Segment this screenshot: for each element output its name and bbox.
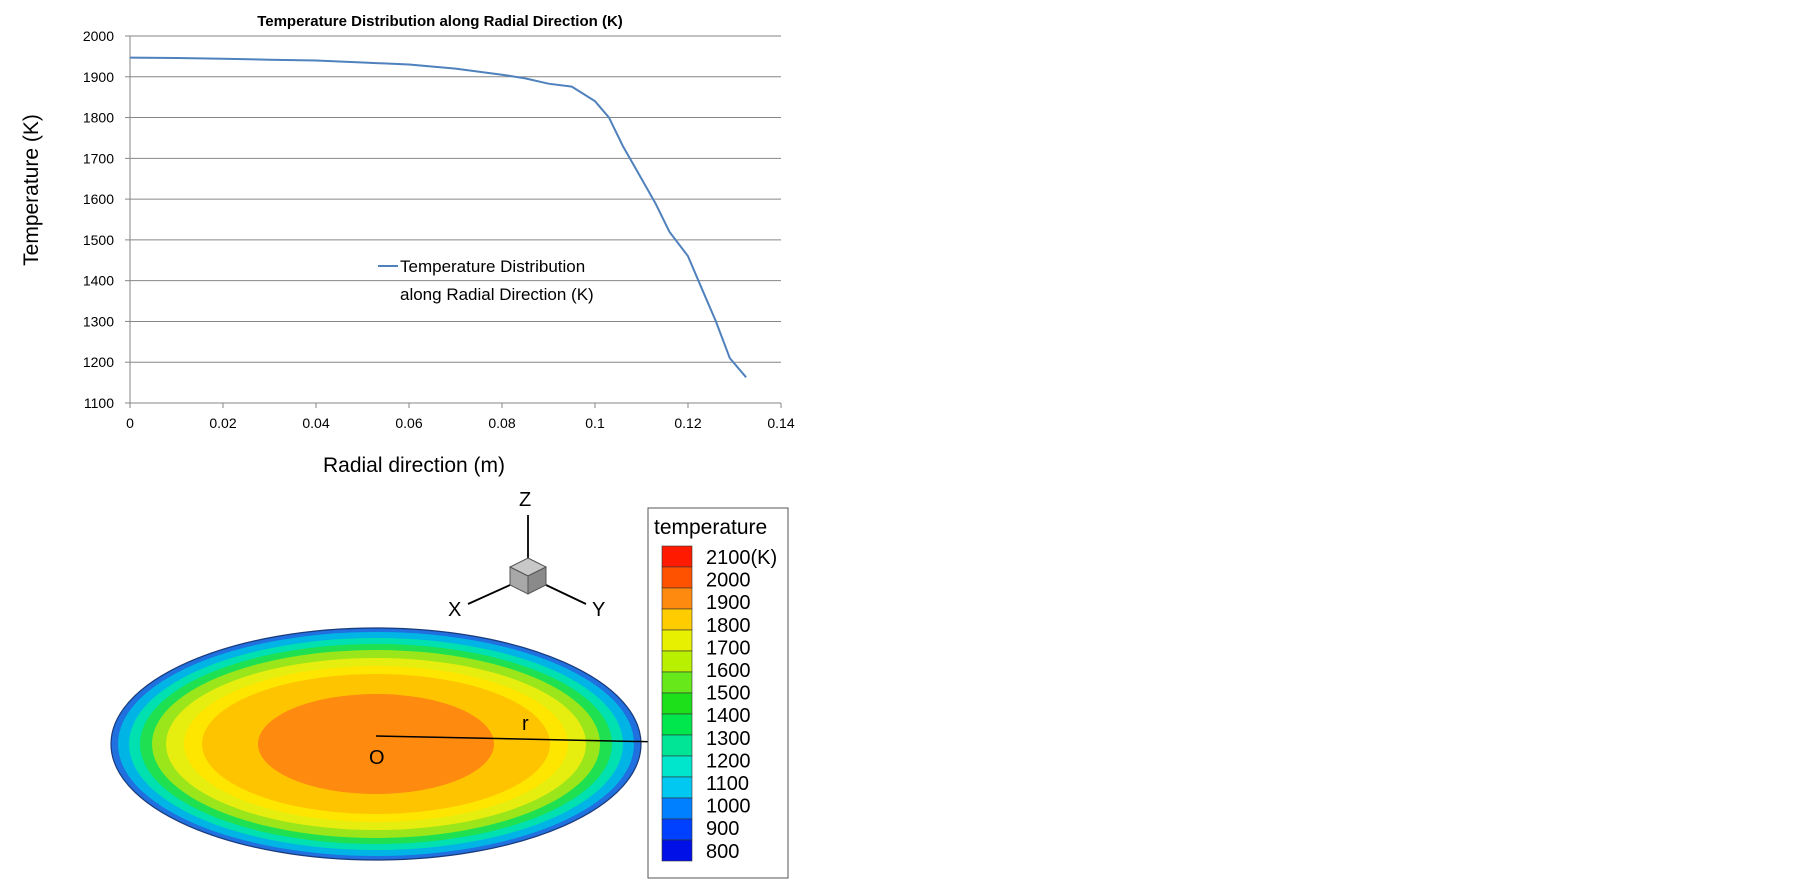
colorbar-swatch bbox=[661, 650, 693, 673]
y-tick-label: 2000 bbox=[83, 28, 114, 44]
temperature-contour-disk bbox=[111, 628, 641, 860]
legend: Temperature Distribution along Radial Di… bbox=[378, 257, 594, 304]
colorbar-label: 1700 bbox=[706, 637, 751, 659]
x-tick-label: 0.1 bbox=[585, 415, 605, 431]
colorbar-swatch bbox=[661, 776, 693, 799]
colorbar-label: 1200 bbox=[706, 750, 751, 772]
y-tick-label: 1900 bbox=[83, 69, 114, 85]
colorbar-swatch bbox=[661, 671, 693, 694]
z-axis-letter: Z bbox=[519, 489, 531, 511]
colorbar-swatch bbox=[661, 734, 693, 757]
colorbar-label: 2100(K) bbox=[706, 547, 777, 569]
colorbar-swatch bbox=[661, 545, 693, 568]
axes-triad: Z X Y bbox=[448, 489, 605, 621]
y-tick-label: 1700 bbox=[83, 150, 114, 166]
colorbar-label: 2000 bbox=[706, 570, 751, 592]
colorbar-swatch bbox=[661, 797, 693, 820]
colorbar-label: 1600 bbox=[706, 660, 751, 682]
y-tick-label: 1600 bbox=[83, 191, 114, 207]
x-tick-label: 0.04 bbox=[302, 415, 329, 431]
legend-entry-line1: Temperature Distribution bbox=[400, 257, 585, 276]
y-axis-letter: Y bbox=[592, 599, 605, 621]
y-tick-label: 1200 bbox=[83, 354, 114, 370]
x-axis-letter: X bbox=[448, 599, 461, 621]
line-chart: Temperature Distribution along Radial Di… bbox=[20, 13, 795, 477]
series-line bbox=[129, 56, 747, 378]
y-tick-label: 1400 bbox=[83, 273, 114, 289]
colorbar-swatch bbox=[661, 608, 693, 631]
colorbar-label: 1900 bbox=[706, 592, 751, 614]
colorbar-label: 1500 bbox=[706, 683, 751, 705]
colorbar-swatch bbox=[661, 566, 693, 589]
x-tick-labels: 0 0.02 0.04 0.06 0.08 0.1 0.12 0.14 bbox=[126, 403, 795, 431]
colorbar-label: 900 bbox=[706, 818, 739, 840]
legend-entry-line2: along Radial Direction (K) bbox=[400, 285, 594, 304]
y-axis-triad-line bbox=[545, 584, 587, 605]
x-tick-label: 0 bbox=[126, 415, 134, 431]
y-tick-label: 1800 bbox=[83, 110, 114, 126]
origin-label: O bbox=[369, 747, 385, 769]
disk-outline bbox=[110, 627, 642, 861]
colorbar-label: 1400 bbox=[706, 705, 751, 727]
y-tick-labels: 1100 1200 1300 1400 1500 1600 1700 1800 1900 2000 bbox=[83, 28, 130, 411]
colorbar-swatch bbox=[661, 839, 693, 862]
chart-title: Temperature Distribution along Radial Di… bbox=[257, 13, 623, 30]
colorbar-swatch bbox=[661, 818, 693, 841]
x-tick-label: 0.06 bbox=[395, 415, 422, 431]
x-axis-label: Radial direction (m) bbox=[323, 454, 505, 477]
colorbar: temperature 2100(K)200019001800170016001… bbox=[647, 507, 789, 879]
colorbar-label: 1300 bbox=[706, 728, 751, 750]
x-tick-label: 0.08 bbox=[488, 415, 515, 431]
y-tick-label: 1300 bbox=[83, 313, 114, 329]
x-axis-triad-line bbox=[467, 584, 511, 605]
colorbar-labels: 2100(K)200019001800170016001500140013001… bbox=[706, 547, 777, 863]
colorbar-swatches bbox=[661, 545, 693, 862]
colorbar-label: 1000 bbox=[706, 796, 751, 818]
y-axis-label: Temperature (K) bbox=[20, 114, 43, 266]
y-tick-label: 1100 bbox=[84, 395, 114, 411]
x-tick-label: 0.12 bbox=[674, 415, 701, 431]
colorbar-label: 1100 bbox=[706, 773, 749, 795]
contour-band bbox=[258, 694, 494, 794]
radius-label: r bbox=[522, 713, 529, 735]
colorbar-label: 1800 bbox=[706, 615, 751, 637]
x-tick-label: 0.02 bbox=[209, 415, 236, 431]
colorbar-swatch bbox=[661, 692, 693, 715]
colorbar-swatch bbox=[661, 755, 693, 778]
colorbar-label: 800 bbox=[706, 841, 739, 863]
x-tick-label: 0.14 bbox=[767, 415, 794, 431]
colorbar-swatch bbox=[661, 587, 693, 610]
radius-line bbox=[375, 735, 663, 743]
colorbar-title: temperature bbox=[654, 516, 767, 539]
colorbar-swatch bbox=[661, 629, 693, 652]
colorbar-swatch bbox=[661, 713, 693, 736]
cube-right bbox=[527, 566, 547, 595]
gridlines bbox=[130, 35, 781, 363]
y-tick-label: 1500 bbox=[83, 232, 114, 248]
